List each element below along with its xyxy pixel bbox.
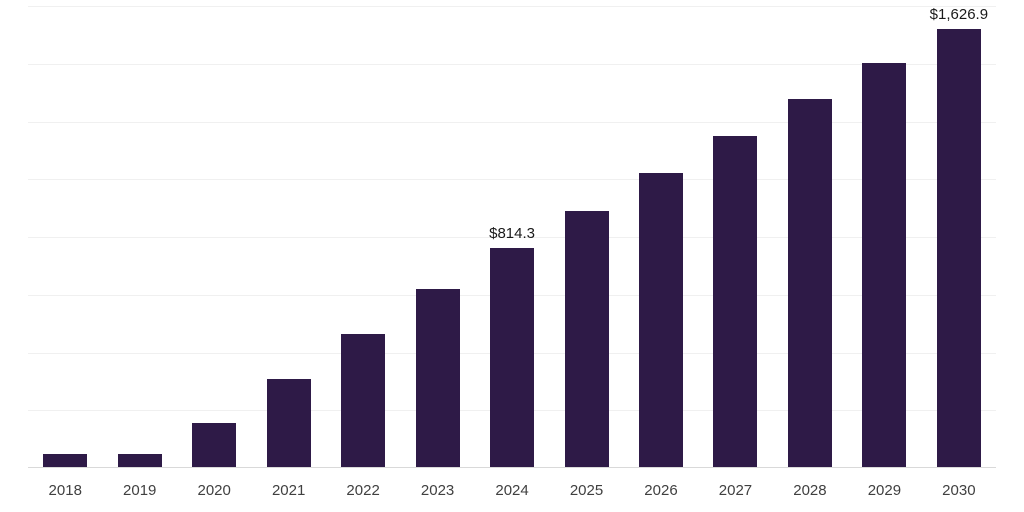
x-axis-label-2024: 2024 (495, 482, 529, 499)
bar-group-2025 (549, 6, 623, 467)
bar-group-2028 (773, 6, 847, 467)
gridline (28, 6, 996, 7)
x-axis-label-2022: 2022 (346, 482, 380, 499)
bar-2029 (862, 62, 907, 467)
bar-2025 (564, 211, 609, 467)
x-axis-label-2021: 2021 (271, 482, 306, 499)
x-axis-label-2025: 2025 (569, 482, 604, 499)
bar-value-label-2030: $1,626.9 (929, 5, 989, 23)
x-axis-label-2027: 2027 (718, 482, 753, 499)
x-axis-label-2026: 2026 (644, 482, 678, 499)
bar-group-2020 (177, 6, 251, 467)
x-axis-label-2028: 2028 (793, 482, 827, 499)
x-axis-label-2020: 2020 (197, 482, 231, 499)
bar-2019 (117, 453, 162, 467)
bar-group-2021 (251, 6, 325, 467)
x-axis: 2018 2019 2020 2021 2022 2023 2024 2025 2026 2027… (28, 468, 996, 512)
bar-2022 (341, 333, 386, 467)
bar-2020 (192, 422, 237, 467)
bar-2018 (43, 454, 88, 467)
bar-2024 (490, 247, 535, 467)
x-axis-label-2029: 2029 (867, 482, 902, 499)
bar-2030 (936, 28, 981, 467)
bar-group-2022 (326, 6, 400, 467)
plot-area: $814.3 $1,626.9 (28, 6, 996, 468)
gridline (28, 63, 996, 65)
bar-group-2027 (698, 6, 772, 467)
bars-layer: $814.3 $1,626.9 (28, 6, 996, 468)
bar-group-2018 (28, 6, 102, 467)
bar-2021 (266, 379, 311, 467)
bar-group-2026 (624, 6, 698, 467)
bar-2023 (415, 289, 460, 467)
x-axis-label-2030: 2030 (942, 482, 976, 499)
bar-group-2024: $814.3 (475, 6, 549, 467)
bar-group-2019 (102, 6, 176, 467)
gridline (28, 237, 996, 238)
bar-2027 (713, 135, 758, 467)
x-axis-label-2018: 2018 (48, 482, 82, 499)
x-axis-label-2019: 2019 (123, 482, 157, 499)
bar-group-2029 (847, 6, 921, 467)
gridline (28, 179, 996, 181)
bar-group-2030: $1,626.9 (922, 6, 996, 467)
bar-value-label-2024: $814.3 (489, 224, 535, 242)
gridline (28, 121, 996, 123)
bar-2028 (787, 99, 832, 467)
bar-2026 (638, 173, 683, 467)
x-axis-label-2023: 2023 (420, 482, 455, 499)
bar-group-2023 (400, 6, 474, 467)
